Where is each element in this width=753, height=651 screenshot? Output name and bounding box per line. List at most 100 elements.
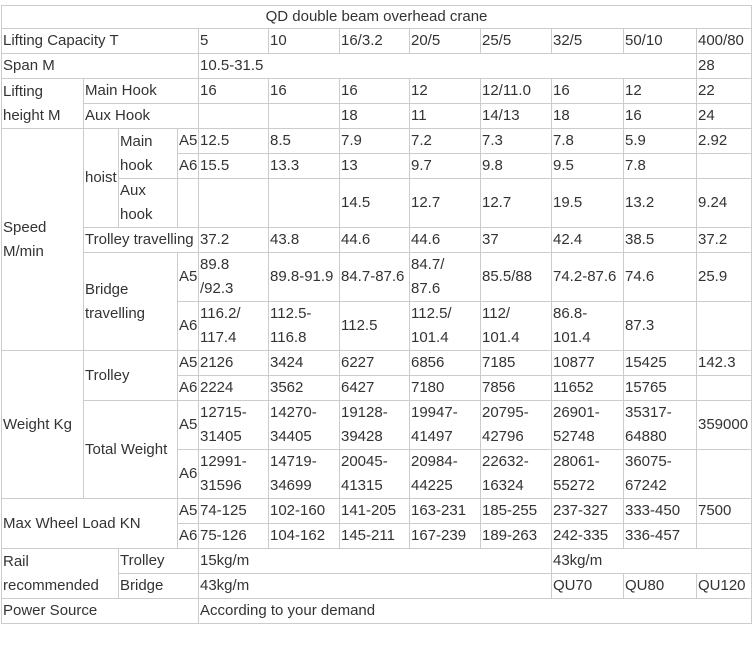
value-cell: 7.2 [409,128,481,154]
row-label: Lifting height M [1,78,84,129]
value-cell: 12991- 31596 [198,449,269,499]
value-cell: 74.2-87.6 [551,252,624,302]
value-cell: 22 [696,78,752,104]
value-cell [268,178,340,228]
row-label: Bridge [118,573,199,599]
rail-cell: 15kg/m [198,548,552,574]
row-label: Power Source [1,598,199,624]
capacity-cell: 5 [198,28,269,54]
table-row: QD double beam overhead crane [1,5,752,29]
table-row: Bridge travelling A5 89.8 /92.3 89.8-91.9 84… [2,252,752,351]
value-cell: 7.3 [480,128,552,154]
value-cell: 7185 [480,350,552,376]
table-row: A6 75-126 104-162 145-211 167-239 189-263 242-… [2,523,752,549]
value-cell [696,375,752,401]
value-cell: 12715- 31405 [198,400,269,450]
row-label: Main hook [118,128,178,179]
value-cell: 12.7 [480,178,552,228]
value-cell: 13 [339,153,410,179]
value-cell: 85.5/88 [480,252,552,302]
capacity-cell: 10 [268,28,340,54]
row-label: Trolley travelling [83,227,199,253]
value-cell: 9.5 [551,153,624,179]
value-cell: 14/13 [480,103,552,129]
value-cell: 116.2/ 117.4 [198,301,269,351]
value-cell: 19128- 39428 [339,400,410,450]
grade-label: A5 [177,252,199,302]
grade-label: A6 [177,375,199,401]
rail-cell: QU70 [551,573,624,599]
value-cell: 12/11.0 [480,78,552,104]
table-row: Bridge 43kg/m QU70 QU80 QU120 [2,573,752,599]
value-cell [198,178,269,228]
value-cell: 22632- 16324 [480,449,552,499]
value-cell: 15765 [623,375,697,401]
value-cell: 36075- 67242 [623,449,697,499]
span-cell: 10.5-31.5 [198,53,697,79]
rail-cell: 43kg/m [551,548,752,574]
value-cell: 12 [409,78,481,104]
value-cell: 16 [551,78,624,104]
capacity-cell: 400/80 [696,28,752,54]
value-cell: 9.7 [409,153,481,179]
value-cell: 42.4 [551,227,624,253]
value-cell: 8.5 [268,128,340,154]
value-cell: 15425 [623,350,697,376]
table-row: Rail recommended Trolley 15kg/m 43kg/m [1,548,752,599]
value-cell: 7856 [480,375,552,401]
value-cell: 13.3 [268,153,340,179]
value-cell: 14.5 [339,178,410,228]
value-cell: 11 [409,103,481,129]
row-label: Trolley [118,548,199,574]
capacity-cell: 25/5 [480,28,552,54]
row-label: Lifting Capacity T [1,28,199,54]
table-row: Aux Hook 18 11 14/13 18 16 24 [2,103,752,129]
table-row: Total Weight A5 12715- 31405 14270- 34405 19… [2,400,752,499]
value-cell: 142.3 [696,350,752,376]
value-cell: 84.7-87.6 [339,252,410,302]
value-cell: 12 [623,78,697,104]
value-cell: 18 [551,103,624,129]
row-label: Weight Kg [1,350,84,499]
value-cell: 24 [696,103,752,129]
table-row: Trolley travelling 37.2 43.8 44.6 44.6 37 42.4… [2,227,752,253]
value-cell: 35317- 64880 [623,400,697,450]
value-cell: 13.2 [623,178,697,228]
value-cell: 74-125 [198,498,269,524]
value-cell: 18 [339,103,410,129]
grade-label: A6 [177,153,199,179]
grade-label: A5 [177,498,199,524]
value-cell: 84.7/ 87.6 [409,252,481,302]
value-cell: 7.9 [339,128,410,154]
value-cell: 12.7 [409,178,481,228]
rail-cell: QU80 [623,573,697,599]
value-cell: 333-450 [623,498,697,524]
row-label: Trolley [83,350,178,401]
capacity-cell: 16/3.2 [339,28,410,54]
grade-label: A6 [177,301,199,351]
value-cell: 16 [198,78,269,104]
value-cell: 242-335 [551,523,624,549]
table-row: Power Source According to your demand [1,598,752,624]
value-cell: 5.9 [623,128,697,154]
grade-label: A6 [177,523,199,549]
row-label: hoist [83,128,119,228]
row-label: Total Weight [83,400,178,499]
value-cell: 6427 [339,375,410,401]
table-row: Span M 10.5-31.5 28 [1,53,752,79]
value-cell: 3424 [268,350,340,376]
value-cell [198,103,269,129]
value-cell: 37 [480,227,552,253]
value-cell: 102-160 [268,498,340,524]
value-cell: 38.5 [623,227,697,253]
value-cell: 10877 [551,350,624,376]
value-cell: 26901- 52748 [551,400,624,450]
capacity-cell: 32/5 [551,28,624,54]
table-row: A6 15.5 13.3 13 9.7 9.8 9.5 7.8 [2,153,752,179]
value-cell: 16 [623,103,697,129]
table-row: A6 12991- 31596 14719- 34699 20045- 41315 20… [2,449,752,499]
value-cell [696,301,752,351]
value-cell [696,153,752,179]
rail-cell: 43kg/m [198,573,552,599]
table-title: QD double beam overhead crane [1,5,752,29]
